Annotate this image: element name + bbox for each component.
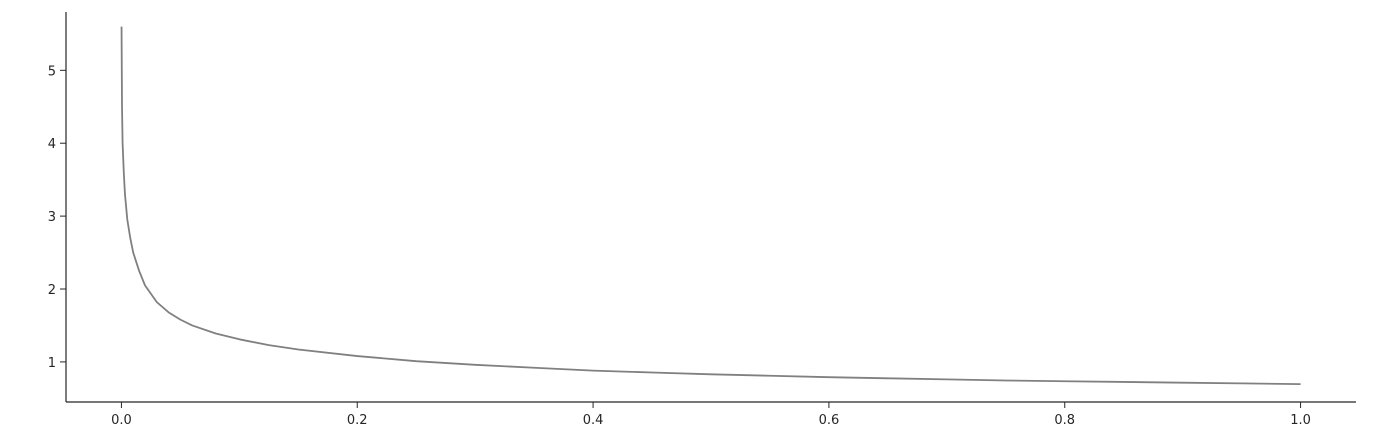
x-tick-label: 0.8 (1054, 413, 1075, 428)
y-tick-label: 1 (48, 356, 56, 371)
x-tick-label: 0.6 (819, 413, 840, 428)
y-tick-label: 5 (48, 64, 56, 79)
x-tick-label: 0.2 (347, 413, 368, 428)
y-axis-ticks: 1 2 3 4 5 (48, 64, 66, 371)
x-tick-label: 1.0 (1290, 413, 1311, 428)
plot-area (120, 26, 1301, 386)
x-tick-label: 0.0 (111, 413, 132, 428)
y-tick-label: 2 (48, 283, 56, 298)
series-line-0 (120, 26, 1301, 386)
y-tick-label: 4 (48, 137, 56, 152)
axes (65, 12, 1356, 403)
x-tick-label: 0.4 (583, 413, 604, 428)
x-axis-ticks: 0.0 0.2 0.4 0.6 0.8 1.0 (111, 402, 1311, 428)
y-tick-label: 3 (48, 210, 56, 225)
